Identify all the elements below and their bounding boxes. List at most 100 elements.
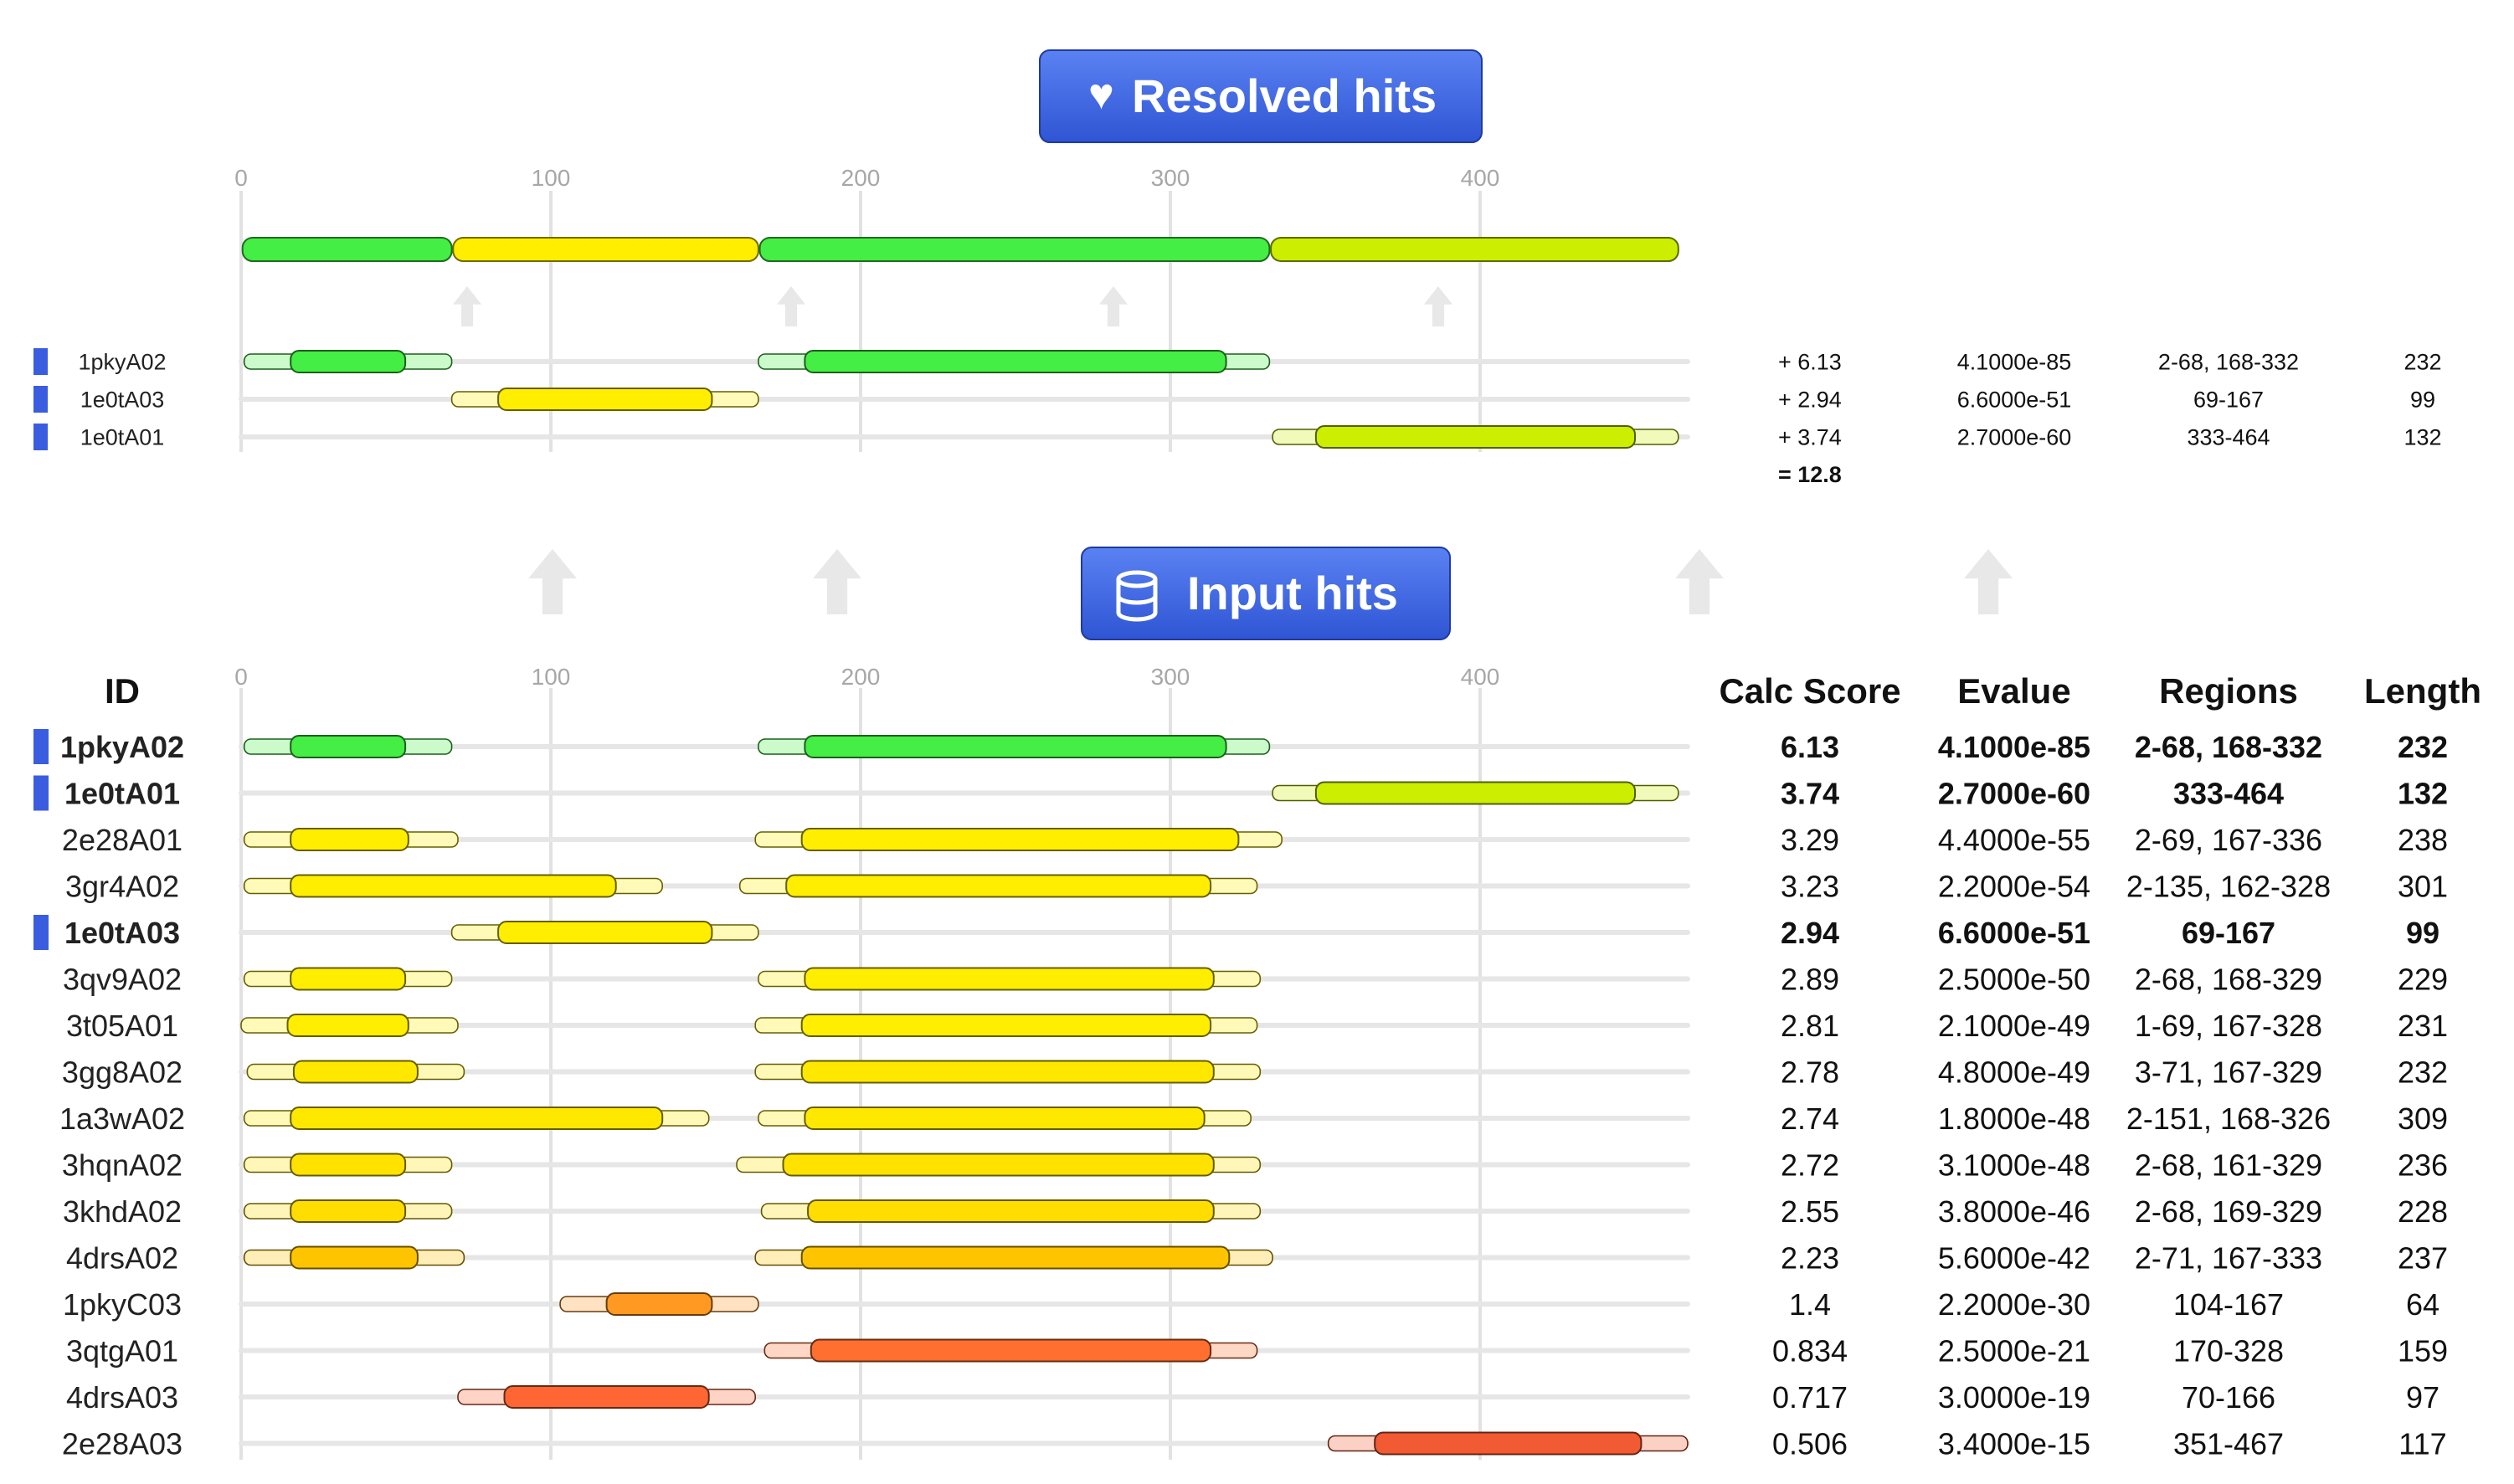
resolved-hit-id: 1pkyA02	[78, 350, 166, 375]
input-hit-segment-inner	[290, 1153, 407, 1177]
input-hit-segment-inner	[290, 828, 409, 851]
input-selected-marker	[33, 729, 49, 764]
input-hit-score: 0.717	[1772, 1380, 1848, 1415]
resolved-axis-tick-label: 400	[1461, 165, 1500, 191]
input-hit-score: 3.23	[1781, 869, 1839, 903]
input-hit-regions: 2-68, 168-329	[2135, 962, 2322, 996]
input-hit-score: 2.78	[1781, 1055, 1839, 1089]
resolved-hit-evalue: 4.1000e-85	[1957, 350, 2072, 375]
input-hit-segment-inner	[286, 1014, 409, 1037]
input-hit-evalue: 6.6000e-51	[1938, 916, 2090, 950]
input-hit-segment-inner	[785, 874, 1212, 898]
input-hit-regions: 333-464	[2173, 776, 2284, 810]
input-hit-segment-inner	[1374, 1431, 1643, 1456]
header-length: Length	[2364, 671, 2481, 711]
input-hit-evalue: 2.2000e-30	[1938, 1287, 2090, 1322]
resolved-hit-evalue: 2.7000e-60	[1957, 425, 2072, 450]
input-hit-id: 2e28A03	[62, 1426, 183, 1461]
input-hit-regions: 351-467	[2173, 1426, 2284, 1461]
input-hit-evalue: 3.1000e-48	[1938, 1148, 2090, 1182]
input-hit-segment-inner	[804, 1107, 1206, 1130]
resolved-hit-id: 1e0tA03	[80, 388, 165, 413]
input-hit-segment-inner	[292, 1060, 419, 1084]
resolved-selected-marker	[33, 348, 48, 375]
input-selected-marker	[33, 775, 49, 811]
resolved-domain-segment	[452, 237, 759, 262]
up-arrow-icon	[1964, 549, 2013, 614]
input-hit-length: 309	[2398, 1101, 2448, 1136]
input-hit-segment-inner	[503, 1385, 710, 1409]
input-axis-tick-label: 400	[1461, 664, 1500, 690]
input-hit-regions: 2-71, 167-333	[2135, 1240, 2322, 1275]
input-hit-evalue: 2.5000e-50	[1938, 962, 2090, 996]
resolved-selected-marker	[33, 386, 48, 413]
up-arrow-icon	[1099, 286, 1128, 326]
input-hit-evalue: 2.5000e-21	[1938, 1333, 2090, 1368]
input-hit-score: 0.506	[1772, 1426, 1848, 1461]
input-hit-evalue: 2.2000e-54	[1938, 869, 2090, 903]
input-hit-length: 228	[2398, 1194, 2448, 1229]
resolved-hit-segment-inner	[1314, 425, 1637, 449]
input-hit-evalue: 4.8000e-49	[1938, 1055, 2090, 1089]
input-hits-button[interactable]: Input hits	[1081, 547, 1451, 640]
resolved-domain-segment	[241, 237, 453, 262]
input-hits-label: Input hits	[1187, 567, 1398, 619]
input-hit-length: 232	[2398, 730, 2448, 764]
input-hit-regions: 2-68, 168-332	[2135, 730, 2322, 764]
input-hit-regions: 2-68, 161-329	[2135, 1148, 2322, 1182]
input-hit-segment-inner	[807, 1199, 1215, 1223]
input-hit-length: 231	[2398, 1009, 2448, 1043]
resolved-selected-marker	[33, 424, 48, 450]
input-hit-id: 1a3wA02	[59, 1101, 185, 1136]
input-hit-score: 0.834	[1772, 1333, 1848, 1368]
resolved-hit-evalue: 6.6000e-51	[1957, 388, 2072, 413]
input-hit-id: 3hqnA02	[62, 1148, 183, 1182]
input-hit-id: 3qv9A02	[63, 962, 182, 996]
input-axis-tick-label: 200	[841, 664, 881, 690]
input-hit-id: 3khdA02	[63, 1194, 182, 1229]
input-hit-evalue: 1.8000e-48	[1938, 1101, 2090, 1136]
input-hit-length: 159	[2398, 1333, 2448, 1368]
input-hit-regions: 2-69, 167-336	[2135, 823, 2322, 857]
input-hit-segment-inner	[1314, 781, 1637, 805]
up-arrow-icon	[528, 549, 577, 614]
header-regions: Regions	[2159, 671, 2298, 711]
resolved-hit-score: + 6.13	[1778, 350, 1842, 375]
input-hit-regions: 2-68, 169-329	[2135, 1194, 2322, 1229]
resolved-hit-score: + 2.94	[1778, 388, 1842, 413]
header-calc-score: Calc Score	[1719, 671, 1900, 711]
resolved-hits-button[interactable]: ♥ Resolved hits	[1039, 49, 1483, 143]
input-hit-id: 3gr4A02	[65, 869, 179, 903]
input-hit-length: 99	[2406, 916, 2439, 950]
database-icon	[1116, 570, 1158, 622]
input-hit-evalue: 5.6000e-42	[1938, 1240, 2090, 1275]
input-hit-score: 1.4	[1789, 1287, 1831, 1322]
input-hit-evalue: 4.4000e-55	[1938, 823, 2090, 857]
input-hit-segment-inner	[290, 1107, 664, 1130]
up-arrow-icon	[777, 286, 805, 326]
resolved-hit-regions: 2-68, 168-332	[2158, 350, 2299, 375]
up-arrow-icon	[453, 286, 481, 326]
input-hit-id: 4drsA02	[66, 1240, 178, 1275]
input-hit-segment-inner	[800, 1060, 1215, 1084]
input-hit-segment-inner	[782, 1153, 1215, 1177]
input-hit-evalue: 3.0000e-19	[1938, 1380, 2090, 1415]
resolved-axis-tick-label: 300	[1151, 165, 1190, 191]
input-hit-length: 229	[2398, 962, 2448, 996]
resolved-hit-id: 1e0tA01	[80, 425, 165, 450]
header-evalue: Evalue	[1957, 671, 2070, 711]
resolved-hit-length: 99	[2410, 388, 2435, 413]
input-hit-segment-inner	[800, 1014, 1212, 1037]
resolved-hit-regions: 69-167	[2193, 388, 2264, 413]
resolved-hit-score: + 3.74	[1778, 425, 1842, 450]
up-arrow-icon	[1675, 549, 1724, 614]
input-hit-segment-inner	[800, 828, 1240, 851]
heart-icon: ♥	[1088, 70, 1114, 119]
up-arrow-icon	[1424, 286, 1452, 326]
input-hit-regions: 2-135, 162-328	[2126, 869, 2331, 903]
resolved-hit-regions: 333-464	[2187, 425, 2270, 450]
input-hit-score: 2.74	[1781, 1101, 1839, 1136]
input-hit-score: 2.81	[1781, 1009, 1839, 1043]
input-hit-segment-inner	[800, 1245, 1231, 1270]
input-hit-id: 3qtgA01	[66, 1333, 178, 1368]
